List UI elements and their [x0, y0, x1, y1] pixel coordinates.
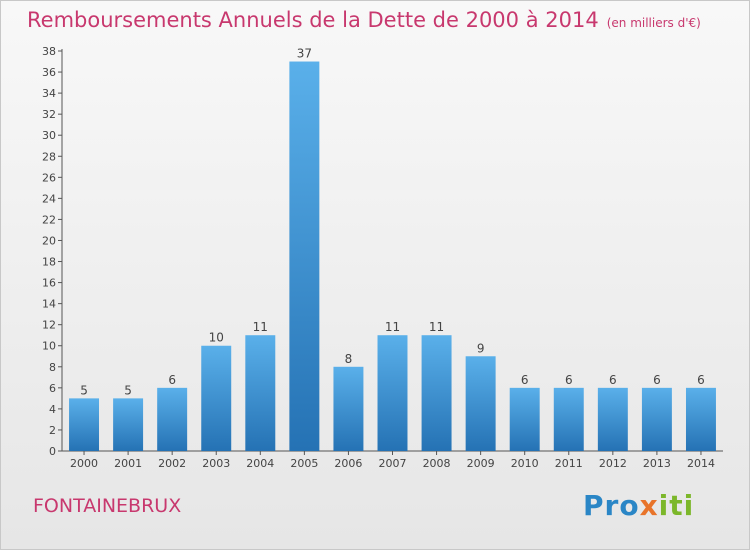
y-tick-label: 18 — [42, 256, 56, 269]
y-tick-label: 4 — [49, 403, 56, 416]
chart-title: Remboursements Annuels de la Dette de 20… — [27, 8, 701, 32]
y-tick-label: 12 — [42, 319, 56, 332]
bar-value-label: 6 — [697, 373, 705, 387]
bar-value-label: 5 — [80, 383, 88, 397]
bar-value-label: 8 — [345, 352, 353, 366]
y-tick-label: 14 — [42, 298, 56, 311]
bar-value-label: 37 — [297, 47, 312, 61]
bar — [333, 366, 364, 451]
x-tick-label: 2000 — [70, 457, 98, 470]
x-tick-label: 2010 — [511, 457, 539, 470]
y-tick-label: 38 — [42, 45, 56, 58]
logo-part-3: iti — [658, 489, 695, 522]
bar-value-label: 10 — [209, 331, 224, 345]
bar-value-label: 6 — [609, 373, 617, 387]
bar — [553, 387, 584, 451]
bar — [289, 61, 320, 452]
bar-value-label: 6 — [653, 373, 661, 387]
bar-value-label: 6 — [521, 373, 529, 387]
bar — [685, 387, 716, 451]
bar-value-label: 9 — [477, 341, 485, 355]
x-tick-label: 2014 — [687, 457, 715, 470]
bar — [69, 398, 100, 451]
y-tick-label: 8 — [49, 361, 56, 374]
y-tick-label: 36 — [42, 66, 56, 79]
bar — [641, 387, 672, 451]
bar — [597, 387, 628, 451]
x-tick-label: 2006 — [334, 457, 362, 470]
logo-part-2: x — [639, 489, 659, 522]
chart-unit: (en milliers d'€) — [606, 16, 701, 30]
y-tick-label: 10 — [42, 340, 56, 353]
x-tick-label: 2012 — [599, 457, 627, 470]
y-tick-label: 2 — [49, 424, 56, 437]
y-tick-label: 32 — [42, 108, 56, 121]
x-tick-label: 2011 — [555, 457, 583, 470]
x-tick-label: 2013 — [643, 457, 671, 470]
y-tick-label: 24 — [42, 192, 56, 205]
y-tick-label: 28 — [42, 150, 56, 163]
y-tick-label: 34 — [42, 87, 56, 100]
y-tick-label: 0 — [49, 445, 56, 458]
bar-value-label: 6 — [168, 373, 176, 387]
bar — [421, 335, 452, 451]
bar-value-label: 11 — [429, 320, 444, 334]
bar — [245, 335, 276, 451]
bar — [377, 335, 408, 451]
y-tick-label: 20 — [42, 234, 56, 247]
logo-part-1: Pro — [583, 489, 640, 522]
x-tick-label: 2004 — [246, 457, 274, 470]
x-tick-label: 2005 — [290, 457, 318, 470]
x-tick-label: 2003 — [202, 457, 230, 470]
x-tick-label: 2002 — [158, 457, 186, 470]
y-tick-label: 26 — [42, 171, 56, 184]
bar — [465, 356, 496, 451]
commune-name: FONTAINEBRUX — [33, 495, 182, 517]
bar-value-label: 5 — [124, 383, 132, 397]
bar-value-label: 11 — [385, 320, 400, 334]
chart-title-text: Remboursements Annuels de la Dette de 20… — [27, 8, 599, 32]
bar — [157, 387, 188, 451]
x-tick-label: 2007 — [379, 457, 407, 470]
y-tick-label: 16 — [42, 277, 56, 290]
x-tick-label: 2008 — [423, 457, 451, 470]
bar-value-label: 6 — [565, 373, 573, 387]
bar — [201, 345, 232, 451]
bar — [509, 387, 540, 451]
x-tick-label: 2001 — [114, 457, 142, 470]
y-tick-label: 22 — [42, 213, 56, 226]
y-tick-label: 30 — [42, 129, 56, 142]
y-tick-label: 6 — [49, 382, 56, 395]
bar-value-label: 11 — [253, 320, 268, 334]
x-tick-label: 2009 — [467, 457, 495, 470]
bar — [113, 398, 144, 451]
proxiti-logo[interactable]: Proxiti — [583, 489, 694, 522]
